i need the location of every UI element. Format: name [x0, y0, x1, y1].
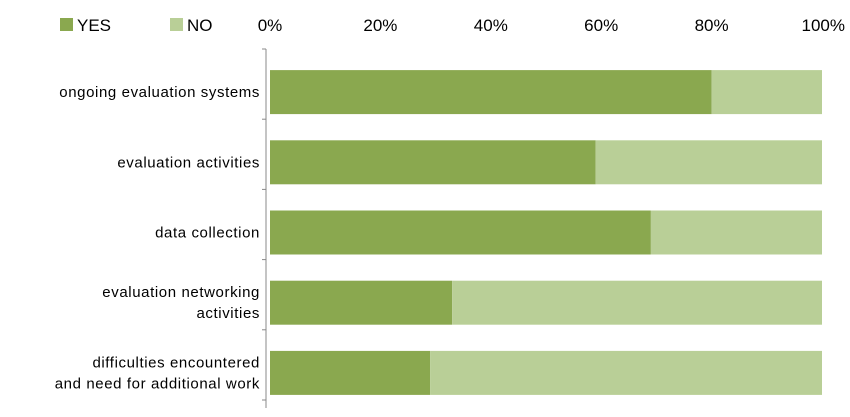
- bar-segment: [650, 210, 822, 255]
- bar-segment: [270, 350, 431, 395]
- category-label: data collection: [155, 225, 260, 242]
- y-axis: [262, 48, 267, 408]
- x-tick-label: 20%: [363, 16, 397, 35]
- category-labels: ongoing evaluation systems evaluation act…: [55, 84, 260, 392]
- bar-segment: [270, 280, 453, 325]
- bar-segment: [270, 140, 596, 185]
- x-tick-label: 40%: [474, 16, 508, 35]
- legend: YES NO: [60, 16, 213, 35]
- category-label: evaluation activities: [117, 154, 260, 171]
- bar-segment: [270, 70, 712, 115]
- legend-label-0: YES: [77, 16, 111, 35]
- x-tick-label: 80%: [695, 16, 729, 35]
- x-tick-label: 0%: [258, 16, 283, 35]
- legend-swatch-1: [170, 18, 183, 31]
- category-label: evaluation networking activities: [102, 284, 260, 322]
- bar-segment: [595, 140, 822, 185]
- x-tick-label: 60%: [584, 16, 618, 35]
- category-label: ongoing evaluation systems: [59, 84, 260, 101]
- category-label: difficulties encountered and need for add…: [55, 354, 260, 392]
- bar-segment: [452, 280, 822, 325]
- legend-label-1: NO: [187, 16, 213, 35]
- bar-segment: [270, 210, 651, 255]
- bars: [270, 70, 822, 395]
- bar-segment: [711, 70, 822, 115]
- x-axis: 0% 20% 40% 60% 80% 100%: [258, 16, 845, 35]
- bar-segment: [430, 350, 822, 395]
- x-tick-label: 100%: [802, 16, 845, 35]
- legend-swatch-0: [60, 18, 73, 31]
